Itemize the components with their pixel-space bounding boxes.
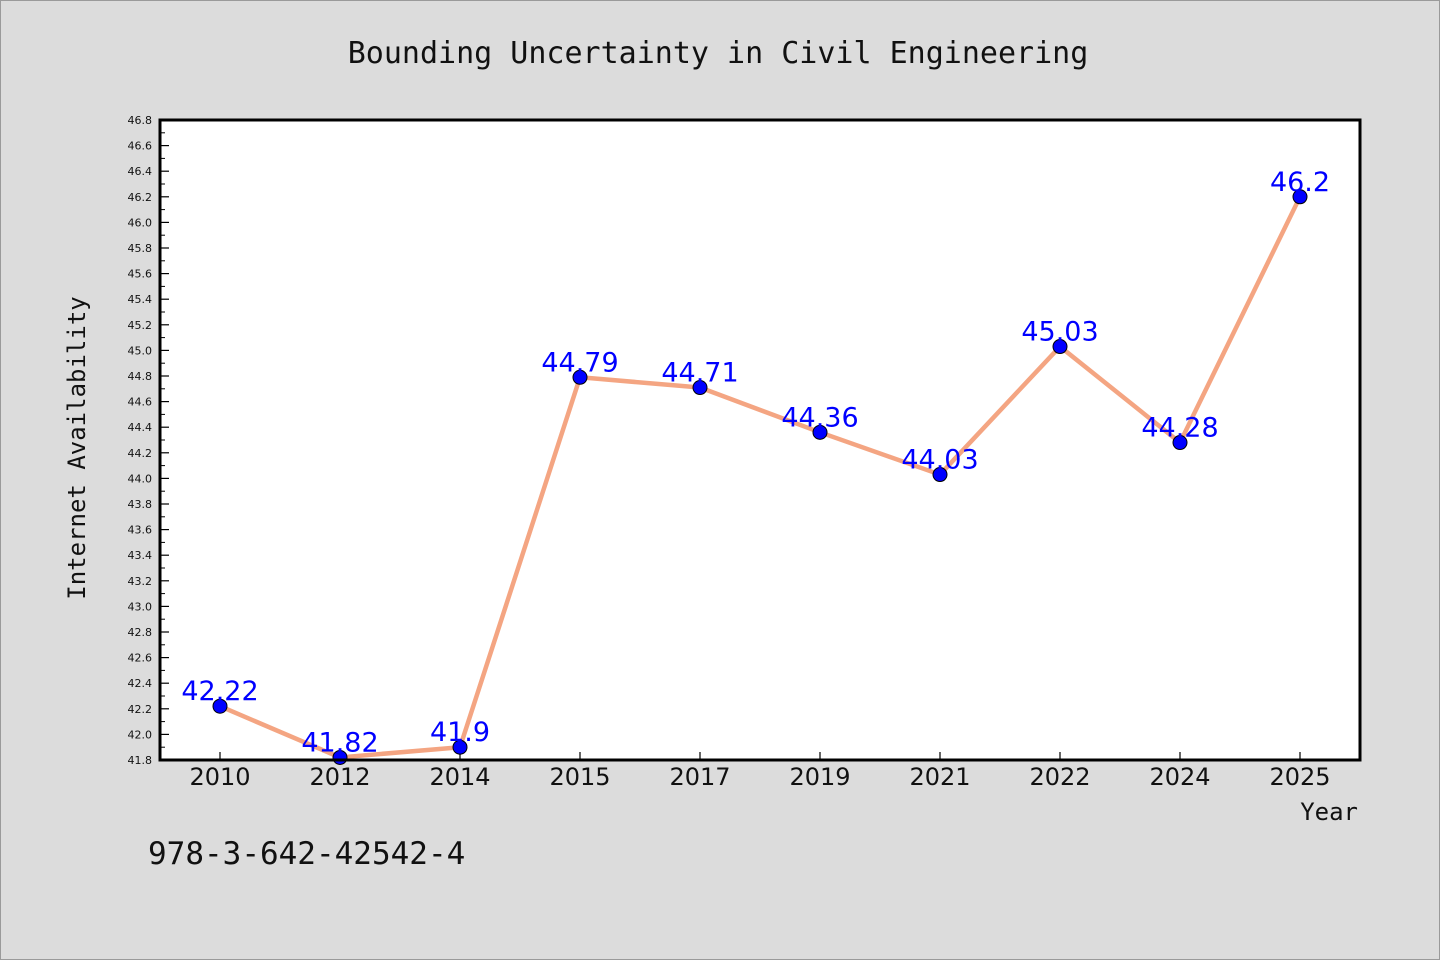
- y-tick-label: 44.4: [128, 421, 153, 434]
- y-tick-label: 45.2: [128, 319, 153, 332]
- y-tick-label: 44.6: [128, 396, 153, 409]
- y-tick-label: 46.6: [128, 140, 153, 153]
- y-tick-label: 45.4: [128, 293, 153, 306]
- data-point-label: 41.82: [301, 727, 378, 758]
- data-point-marker: [932, 467, 948, 483]
- y-tick-label: 41.8: [128, 754, 153, 767]
- x-axis-label: Year: [1300, 798, 1358, 826]
- y-tick-label: 43.8: [128, 498, 153, 511]
- data-labels: 42.22 41.82 41.9 44.79 44.71 44.36 44.03 45.03 4…: [181, 167, 1330, 759]
- x-tick-label: 2015: [549, 763, 610, 791]
- data-point-label: 42.22: [181, 676, 258, 707]
- plot-border: [158, 118, 1362, 762]
- x-axis-tick-labels: 2010 2012 2014 2015 2017 2019 2021 2022 2024 2025: [189, 763, 1330, 791]
- data-point-label: 41.9: [430, 717, 490, 748]
- x-tick-label: 2014: [429, 763, 490, 791]
- x-tick-label: 2025: [1269, 763, 1330, 791]
- plot-area: [160, 120, 1360, 760]
- y-tick-label: 45.6: [128, 268, 153, 281]
- data-point-label: 44.03: [901, 445, 978, 476]
- y-tick-label: 43.4: [128, 549, 153, 562]
- x-tick-label: 2012: [309, 763, 370, 791]
- y-tick-label: 43.6: [128, 524, 153, 537]
- y-axis-tick-labels: 41.8 42.0 42.2 42.4 42.6 42.8 43.0 43.2 43.4 43.6…: [128, 114, 153, 767]
- data-point-label: 44.71: [661, 358, 738, 389]
- y-tick-label: 44.0: [128, 472, 153, 485]
- y-tick-label: 42.6: [128, 652, 153, 665]
- data-point-marker: [1292, 189, 1308, 205]
- data-point-label: 46.2: [1270, 167, 1330, 198]
- data-point-label: 44.36: [781, 402, 858, 433]
- y-tick-label: 43.0: [128, 600, 153, 613]
- data-point-marker: [572, 369, 588, 385]
- data-point-label: 44.28: [1141, 413, 1218, 444]
- y-tick-label: 43.2: [128, 575, 153, 588]
- data-point-marker: [1052, 339, 1068, 355]
- chart-title: Bounding Uncertainty in Civil Engineerin…: [348, 36, 1089, 71]
- series-markers: [212, 189, 1308, 765]
- y-tick-label: 45.8: [128, 242, 153, 255]
- data-point-marker: [1172, 435, 1188, 451]
- series-line: [217, 194, 1303, 760]
- isbn-footnote: 978-3-642-42542-4: [148, 836, 465, 872]
- data-point-marker: [212, 698, 228, 714]
- data-point-label: 44.79: [541, 347, 618, 378]
- y-tick-label: 46.0: [128, 216, 153, 229]
- x-tick-label: 2010: [189, 763, 250, 791]
- data-point-marker: [452, 739, 468, 755]
- y-tick-label: 42.0: [128, 728, 153, 741]
- x-tick-label: 2021: [909, 763, 970, 791]
- y-tick-label: 46.4: [128, 165, 153, 178]
- y-tick-label: 42.8: [128, 626, 153, 639]
- data-point-label: 45.03: [1021, 317, 1098, 348]
- y-tick-label: 42.2: [128, 703, 153, 716]
- data-point-marker: [812, 424, 828, 440]
- y-tick-label: 44.8: [128, 370, 153, 383]
- x-tick-label: 2019: [789, 763, 850, 791]
- y-tick-label: 46.8: [128, 114, 153, 127]
- y-tick-label: 45.0: [128, 344, 153, 357]
- y-tick-label: 44.2: [128, 447, 153, 460]
- y-axis-label: Internet Availability: [63, 296, 91, 599]
- y-tick-label: 46.2: [128, 191, 153, 204]
- y-tick-label: 42.4: [128, 677, 153, 690]
- x-tick-label: 2024: [1149, 763, 1210, 791]
- x-tick-label: 2017: [669, 763, 730, 791]
- x-tick-label: 2022: [1029, 763, 1090, 791]
- data-point-marker: [692, 380, 708, 396]
